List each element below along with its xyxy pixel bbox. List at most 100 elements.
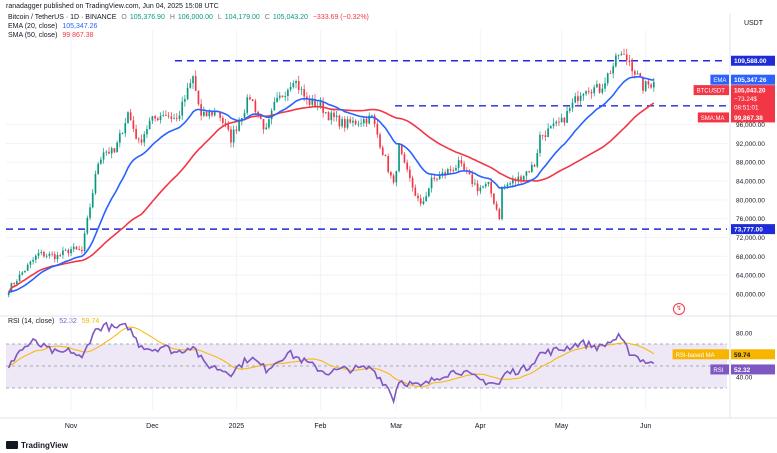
candle: [91, 189, 94, 209]
candle: [596, 80, 598, 88]
candle: [617, 54, 620, 60]
candle: [7, 291, 10, 298]
candle: [460, 155, 463, 167]
candle: [428, 187, 430, 198]
ema-20-line: [8, 75, 654, 294]
candle: [108, 147, 110, 155]
candle: [37, 249, 40, 259]
candle: [140, 134, 143, 146]
candle: [406, 159, 408, 173]
candle: [97, 161, 99, 175]
ema-price-tag: 105,347.26: [731, 74, 775, 85]
candle: [173, 113, 175, 120]
candle: [577, 90, 579, 107]
candle: [175, 113, 178, 122]
candle: [178, 111, 181, 122]
replay-icon[interactable]: ↯: [673, 303, 685, 315]
candle: [411, 175, 414, 192]
btc-side-label: BTCUSDT: [693, 85, 729, 96]
candle: [455, 164, 457, 171]
high-value: 106,000.00: [177, 14, 213, 21]
price-tick-label: 76,000.00: [736, 216, 765, 223]
candle: [430, 173, 433, 193]
candle: [387, 153, 390, 174]
candle: [148, 117, 151, 130]
candle: [352, 116, 354, 127]
symbol-title: Bitcoin / TetherUS · 1D · BINANCE: [8, 14, 117, 21]
change-value: −333.69 (−0.32%): [312, 14, 369, 21]
rsi-ma-side-label: RSI-based MA: [672, 349, 729, 360]
candle: [525, 171, 528, 180]
candles: [7, 48, 655, 298]
sma-legend-label: SMA (50, close): [8, 32, 58, 39]
candle: [170, 112, 173, 123]
close-value: 105,043.20: [272, 14, 308, 21]
candle: [211, 111, 213, 118]
candle: [51, 251, 53, 257]
candle: [314, 94, 316, 108]
svg-text:105,043.20: 105,043.20: [734, 88, 766, 95]
candle: [582, 92, 585, 101]
sma-side-label: SMA:MA: [697, 112, 729, 123]
price-tick-label: 60,000.00: [736, 291, 765, 298]
price-tick-label: 96,000.00: [736, 122, 765, 129]
candle: [346, 116, 349, 130]
candle: [29, 260, 32, 269]
candle: [165, 110, 167, 116]
candle: [376, 119, 379, 138]
candle: [56, 251, 59, 263]
candle: [615, 52, 617, 68]
candle: [390, 171, 392, 179]
candle: [238, 117, 240, 132]
candle: [119, 129, 121, 148]
candle: [110, 146, 113, 159]
candle: [64, 248, 67, 251]
candle: [249, 94, 251, 101]
candle: [433, 174, 436, 182]
candle: [373, 113, 376, 128]
currency-label: USDT: [743, 20, 763, 27]
candle: [479, 184, 482, 195]
candle: [254, 98, 257, 114]
candle: [146, 125, 148, 139]
candle: [625, 48, 628, 66]
svg-text:RSI: RSI: [713, 368, 723, 374]
candle: [436, 177, 438, 182]
candle: [517, 171, 520, 185]
candle: [482, 185, 484, 189]
candle: [67, 248, 70, 257]
candle: [587, 87, 590, 95]
svg-text:52.32: 52.32: [734, 367, 751, 374]
candle: [563, 117, 566, 127]
price-tick-label: 84,000.00: [736, 179, 765, 186]
price-tick-label: 64,000.00: [736, 273, 765, 280]
candle: [235, 125, 238, 135]
candle: [127, 111, 129, 124]
rsi-tag: 52.32: [731, 364, 775, 375]
candle: [612, 63, 614, 79]
time-tick-label: Feb: [314, 423, 326, 430]
candle: [414, 184, 417, 197]
candle: [604, 77, 606, 92]
candle: [24, 270, 26, 273]
candle: [162, 110, 165, 118]
candle: [609, 70, 612, 75]
candle: [579, 92, 582, 106]
rsi-legend-label: RSI (14, close): [8, 318, 55, 325]
candle: [26, 263, 29, 272]
candle: [62, 246, 64, 259]
time-tick-label: Dec: [146, 423, 159, 430]
candle: [498, 207, 501, 221]
candle: [203, 106, 205, 118]
sma-50-line: [8, 102, 655, 293]
candle: [262, 118, 265, 134]
candle: [75, 245, 78, 250]
candle: [539, 131, 541, 157]
svg-text:BTCUSDT: BTCUSDT: [697, 89, 726, 95]
grid-lines: [6, 30, 727, 410]
svg-text:RSI-based MA: RSI-based MA: [676, 353, 715, 359]
candle: [156, 116, 159, 122]
svg-text:105,347.26: 105,347.26: [734, 77, 767, 84]
candle: [536, 149, 539, 168]
candle: [154, 114, 156, 122]
